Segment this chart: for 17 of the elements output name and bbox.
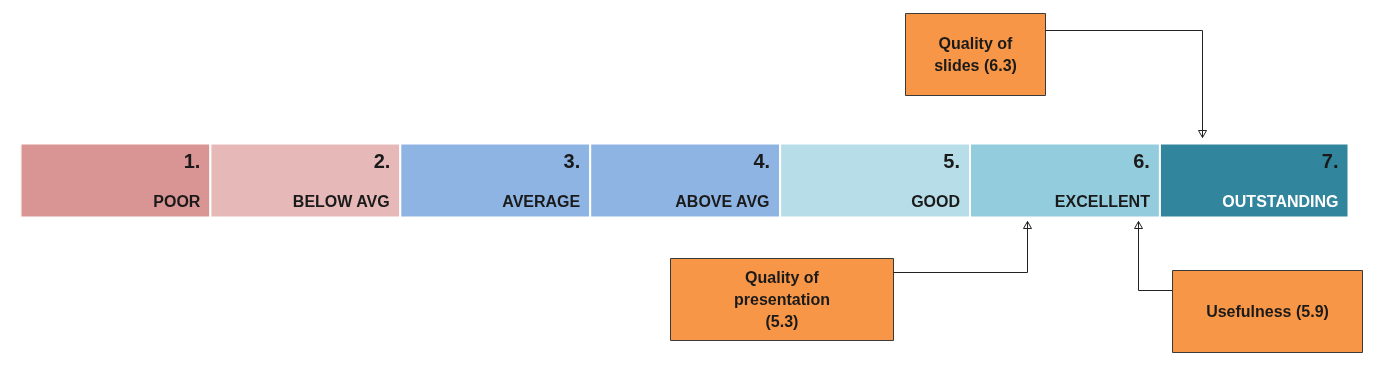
series-label: OUTSTANDING xyxy=(1222,193,1339,210)
annotation: 7. xyxy=(1321,149,1339,172)
annotation: 4. xyxy=(753,149,771,172)
annotation: 1. xyxy=(183,149,201,172)
series-label: GOOD xyxy=(911,193,961,210)
annotation: 2. xyxy=(373,149,391,172)
series-label: AVERAGE xyxy=(502,193,581,210)
annotation: 3. xyxy=(563,149,581,172)
annotation: 6. xyxy=(1133,149,1150,172)
series-label: POOR xyxy=(153,193,201,210)
text: Quality of presentation (5.3) xyxy=(733,268,831,331)
series-label: EXCELLENT xyxy=(1054,193,1151,210)
text: Usefulness (5.9) xyxy=(1206,303,1329,320)
series-label: BELOW AVG xyxy=(292,193,390,210)
text: Quality of slides (6.3) xyxy=(934,34,1017,75)
annotation: 5. xyxy=(943,149,961,172)
series-label: ABOVE AVG xyxy=(675,193,770,210)
